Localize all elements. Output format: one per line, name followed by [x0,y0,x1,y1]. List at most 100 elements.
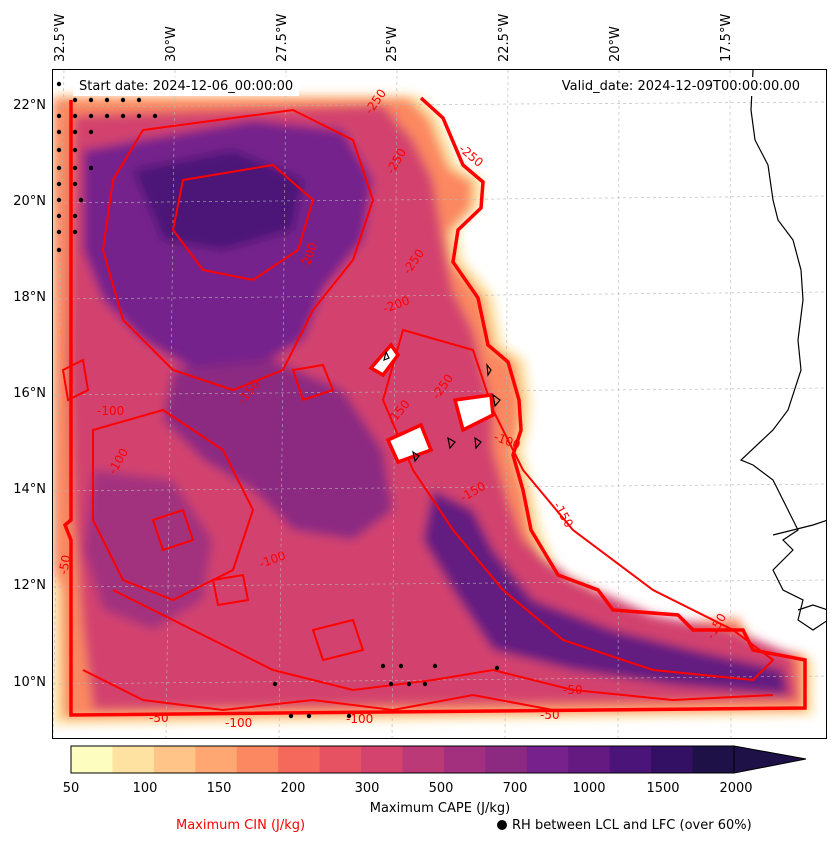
rh-marker [56,181,62,187]
cin-label: -250 [456,142,486,170]
colorbar-extend-arrow [733,745,807,774]
coastline-bissau [797,604,826,611]
colorbar-tick-100: 100 [132,781,158,796]
cin-contour-small-4 [311,618,365,662]
rh-marker [56,81,62,87]
rh-marker [78,197,84,203]
rh-legend: RH between LCL and LFC (over 60%) [497,818,752,833]
cin-contour-small-3 [151,508,195,552]
colorbar-swatch [195,746,238,773]
colorbar-swatch [402,746,445,773]
cin-label: -50 [540,708,560,722]
cin-contour-150-west [92,408,255,602]
lat-label-14n: 14°N [13,482,46,497]
lat-label-20n: 20°N [13,194,46,209]
rh-marker [56,129,62,135]
rh-marker [72,129,78,135]
rh-marker [152,113,158,119]
cin-label: -150 [550,500,576,531]
rh-marker [72,181,78,187]
cape-dark-core [133,150,303,250]
rh-marker [88,129,94,135]
colorbar-swatch [485,746,528,773]
rh-legend-dot-icon [497,820,507,830]
rh-marker [432,663,438,669]
rh-marker [406,681,412,687]
island-holes [368,342,495,465]
colorbar-tick-1000: 1000 [572,781,606,796]
colorbar-swatch [443,746,486,773]
cape-field [53,95,813,725]
rh-marker [422,681,428,687]
colorbar-swatch [361,746,403,773]
rh-marker [136,97,142,103]
rh-marker [56,147,62,153]
coastline-island-6 [474,436,482,450]
cin-contour-small-1 [61,358,90,402]
rh-marker [272,681,278,687]
lat-label-12n: 12°N [13,578,46,593]
map-panel: -250 -250 -250 -250 -250 -200 -200 -150 … [52,69,827,739]
cin-contours [61,96,807,717]
colorbar-swatch [526,746,569,773]
rh-marker [72,113,78,119]
colorbar-tick-2000: 2000 [719,781,753,796]
colorbar-label: Maximum CAPE (J/kg) [369,801,511,816]
rh-marker [72,147,78,153]
rh-marker [88,113,94,119]
rh-marker [72,165,78,171]
lat-label-10n: 10°N [13,675,46,690]
colorbar-swatch [278,746,321,773]
cin-contour-50 [82,669,633,712]
rh-marker [56,213,62,219]
cape-purple-center [163,360,393,540]
coastline-island-5 [447,436,456,450]
rh-marker [72,229,78,235]
cin-label: -100 [346,712,373,726]
lon-label-22-5w: 22.5°W [497,13,512,62]
cape-purple-south [423,490,788,695]
coastline-island-1 [383,350,390,361]
start-date-label: Start date: 2024-12-06_00:00:00 [73,77,300,96]
rh-marker [288,713,294,719]
colorbar-swatch [153,746,196,773]
rh-legend-label: RH between LCL and LFC (over 60%) [512,818,752,833]
rh-marker [56,247,62,253]
colorbar-swatch [71,746,113,773]
cin-contour-small-2 [291,363,335,402]
map-canvas: -250 -250 -250 -250 -250 -200 -200 -150 … [53,70,826,738]
colorbar-tick-200: 200 [280,781,306,796]
rh-marker [88,165,94,171]
colorbar-outline [70,745,735,774]
coastline-island-2 [486,363,492,377]
colorbar-tick-1500: 1500 [646,781,680,796]
colorbar-tick-50: 50 [62,781,80,796]
cin-label: -50 [56,554,73,576]
colorbar-swatch [609,746,652,773]
lon-label-25w: 25°W [385,26,400,62]
lon-label-32-5w: 32.5°W [53,13,68,62]
rh-marker [388,681,394,687]
rh-markers [56,81,500,719]
cin-label: -100 [97,404,124,418]
island-hole-sal [452,393,495,433]
rh-marker [494,665,500,671]
coastline-gambia [772,520,826,536]
rh-marker [346,713,352,719]
rh-marker [120,113,126,119]
cin-contour-250 [101,108,375,392]
colorbar-swatch [651,746,694,773]
rh-marker [398,663,404,669]
lat-label-18n: 18°N [13,290,46,305]
rh-marker [72,97,78,103]
coastline-africa [739,70,826,631]
colorbar-swatch [319,746,362,773]
rh-marker [136,113,142,119]
colorbar-swatch [112,746,155,773]
cin-contour-200 [171,163,315,282]
rh-marker [120,97,126,103]
island-hole-fogo [385,422,434,465]
rh-marker [56,197,62,203]
colorbar-tick-150: 150 [206,781,232,796]
lat-label-22n: 22°N [13,98,46,113]
